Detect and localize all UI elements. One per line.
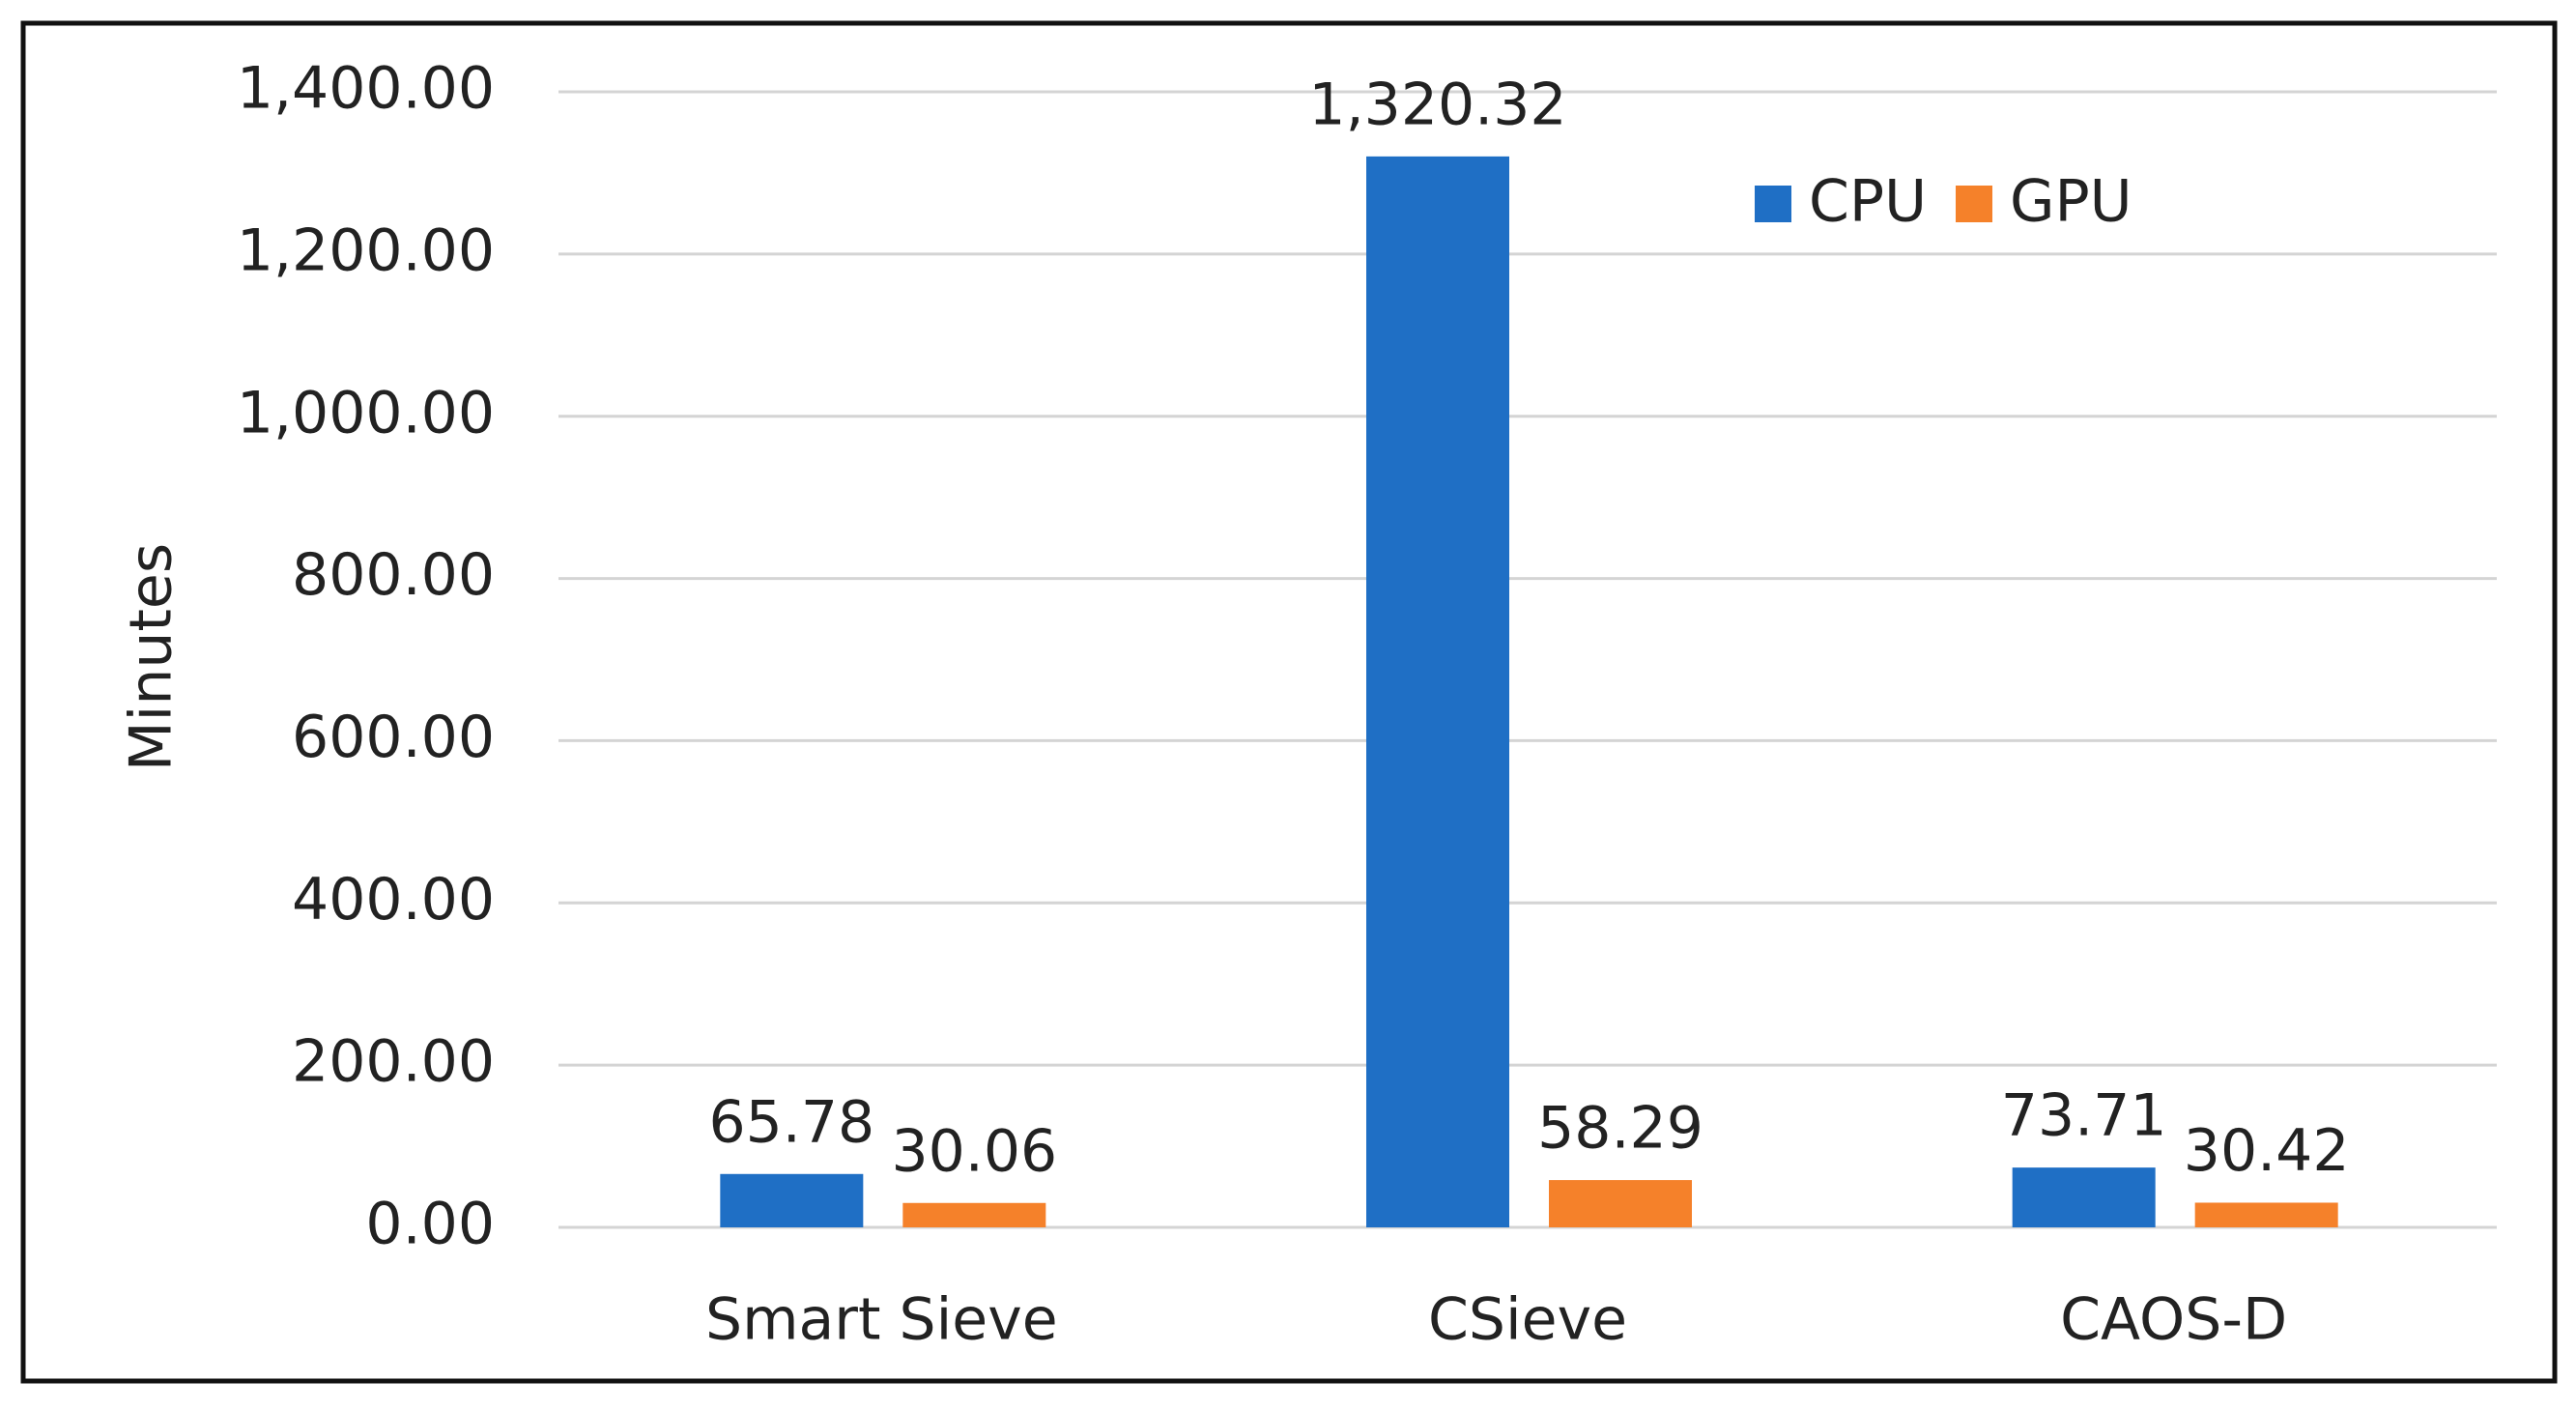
- y-tick-label: 1,400.00: [237, 55, 495, 123]
- legend-swatch: [1956, 186, 1992, 222]
- data-label: 73.71: [2001, 1082, 2167, 1150]
- y-tick-label: 200.00: [292, 1028, 495, 1096]
- bar: [2012, 1167, 2156, 1227]
- data-label: 30.06: [891, 1117, 1057, 1185]
- x-tick-label: CSieve: [1428, 1286, 1627, 1354]
- data-label: 30.42: [2184, 1117, 2350, 1185]
- chart-border: [20, 20, 2558, 1384]
- y-tick-label: 800.00: [292, 541, 495, 609]
- y-tick-label: 600.00: [292, 704, 495, 771]
- y-axis-title: Minutes: [118, 543, 186, 771]
- bar: [720, 1173, 864, 1227]
- x-tick-label: Smart Sieve: [705, 1286, 1058, 1354]
- bar: [1366, 156, 1509, 1228]
- legend-label: CPU: [1809, 168, 1927, 236]
- y-tick-label: 1,000.00: [237, 379, 495, 446]
- bar: [2194, 1202, 2338, 1227]
- bar: [1549, 1180, 1692, 1227]
- y-tick-label: 400.00: [292, 866, 495, 934]
- y-tick-label: 1,200.00: [237, 216, 495, 284]
- y-tick-label: 0.00: [365, 1191, 495, 1258]
- x-tick-label: CAOS-D: [2060, 1286, 2287, 1354]
- data-label: 65.78: [708, 1088, 874, 1156]
- legend-label: GPU: [2010, 168, 2132, 236]
- legend-swatch: [1755, 186, 1791, 222]
- data-label: 58.29: [1537, 1095, 1703, 1163]
- data-label: 1,320.32: [1308, 71, 1566, 138]
- bar: [902, 1202, 1046, 1227]
